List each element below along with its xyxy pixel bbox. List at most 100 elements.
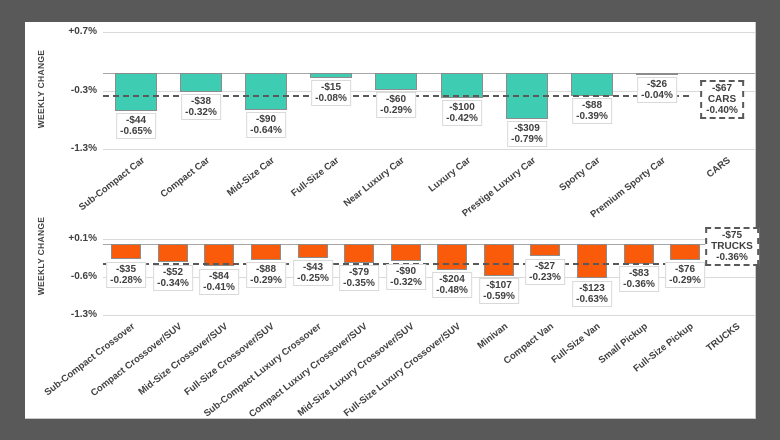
data-label-dollar: -$52: [162, 267, 183, 278]
y-axis-tick-label: -0.3%: [70, 85, 97, 96]
x-axis-label-trucks-13: TRUCKS: [704, 321, 743, 355]
zero-axis-line-trucks: [103, 244, 755, 245]
summary-box-cars: -$67 CARS -0.40%: [700, 80, 744, 119]
data-label-percent: -0.35%: [343, 278, 375, 289]
summary-percent: -0.36%: [716, 252, 748, 263]
data-label-trucks-0: -$35 -0.28%: [106, 262, 146, 288]
x-axis-label-trucks-8: Minivan: [475, 321, 510, 352]
data-label-percent: -0.65%: [120, 126, 152, 137]
data-label-dollar: -$35: [115, 264, 136, 275]
bar-trucks-6: [391, 244, 421, 261]
bar-trucks-2: [204, 244, 234, 266]
summary-dollar: -$75: [721, 230, 743, 241]
data-label-percent: -0.59%: [483, 291, 515, 302]
x-axis-label-trucks-3: Full-Size Crossover/SUV: [182, 321, 277, 398]
zero-axis-line-cars: [103, 73, 755, 74]
data-label-trucks-11: -$83 -0.36%: [619, 266, 659, 292]
data-label-percent: -0.29%: [250, 275, 282, 286]
bar-trucks-7: [437, 244, 467, 270]
data-label-dollar: -$123: [579, 283, 605, 294]
bar-trucks-3: [251, 244, 281, 260]
data-label-percent: -0.25%: [297, 273, 329, 284]
bar-trucks-0: [111, 244, 141, 259]
x-axis-label-trucks-9: Compact Van: [501, 321, 556, 367]
gridline-cars-2: [103, 149, 755, 150]
data-label-dollar: -$90: [255, 114, 276, 125]
data-label-percent: -0.36%: [623, 279, 655, 290]
bar-cars-7: [571, 73, 613, 96]
data-label-percent: -0.34%: [157, 278, 189, 289]
bar-cars-8: [636, 73, 678, 75]
data-label-percent: -0.29%: [669, 275, 701, 286]
data-label-trucks-6: -$90 -0.32%: [386, 264, 426, 290]
data-label-cars-6: -$309 -0.79%: [507, 121, 547, 147]
bar-trucks-8: [484, 244, 514, 276]
data-label-dollar: -$90: [395, 266, 416, 277]
data-label-dollar: -$38: [190, 96, 211, 107]
data-label-dollar: -$309: [514, 123, 540, 134]
x-axis-label-trucks-0: Sub-Compact Crossover: [42, 321, 137, 399]
data-label-dollar: -$204: [439, 274, 465, 285]
data-label-percent: -0.28%: [110, 275, 142, 286]
gridline-trucks-1: [103, 277, 755, 278]
y-axis-tick-label: +0.7%: [68, 26, 97, 37]
bar-cars-3: [310, 73, 352, 78]
data-label-percent: -0.23%: [529, 272, 561, 283]
y-axis-title-cars: WEEKLY CHANGE: [36, 49, 46, 129]
data-label-dollar: -$84: [208, 271, 229, 282]
data-label-percent: -0.32%: [390, 277, 422, 288]
data-label-dollar: -$88: [255, 264, 276, 275]
data-label-percent: -0.42%: [446, 113, 478, 124]
data-label-percent: -0.32%: [185, 107, 217, 118]
bar-trucks-12: [670, 244, 700, 260]
bar-trucks-9: [530, 244, 560, 256]
data-label-cars-3: -$15 -0.08%: [311, 80, 351, 106]
data-label-dollar: -$60: [385, 94, 406, 105]
summary-group: CARS: [707, 94, 737, 105]
bar-cars-2: [245, 73, 287, 110]
y-axis-tick-label: -1.3%: [70, 309, 97, 320]
bar-trucks-11: [624, 244, 654, 264]
data-label-dollar: -$100: [449, 102, 475, 113]
data-label-dollar: -$43: [302, 262, 323, 273]
data-label-dollar: -$79: [348, 267, 369, 278]
bar-trucks-1: [158, 244, 188, 262]
gridline-cars-0: [103, 32, 755, 33]
data-label-cars-1: -$38 -0.32%: [181, 94, 221, 120]
data-label-percent: -0.79%: [511, 134, 543, 145]
y-axis-tick-label: -0.6%: [70, 271, 97, 282]
data-label-percent: -0.39%: [576, 111, 608, 122]
bar-cars-0: [115, 73, 157, 111]
x-axis-label-trucks-1: Compact Crossover/SUV: [88, 321, 184, 399]
data-label-dollar: -$76: [674, 264, 695, 275]
data-label-trucks-7: -$204 -0.48%: [432, 272, 472, 298]
data-label-cars-2: -$90 -0.64%: [246, 112, 286, 138]
data-label-trucks-4: -$43 -0.25%: [293, 260, 333, 286]
x-axis-label-cars-3: Full-Size Car: [289, 155, 342, 200]
chart-panel: WEEKLY CHANGE +0.7% -0.3% -1.3% -$44 -0.65% -$…: [25, 22, 759, 420]
data-label-percent: -0.63%: [576, 294, 608, 305]
data-label-dollar: -$83: [628, 268, 649, 279]
y-axis-title-trucks: WEEKLY CHANGE: [36, 216, 46, 296]
data-label-trucks-8: -$107 -0.59%: [479, 278, 519, 304]
data-label-percent: -0.64%: [250, 125, 282, 136]
bar-trucks-4: [298, 244, 328, 258]
x-axis-label-cars-1: Compact Car: [158, 155, 212, 201]
data-label-percent: -0.04%: [641, 90, 673, 101]
data-label-dollar: -$26: [646, 79, 667, 90]
gridline-trucks-0: [103, 239, 755, 240]
summary-box-trucks: -$75 TRUCKS -0.36%: [705, 227, 759, 266]
x-axis-label-cars-5: Luxury Car: [426, 155, 473, 195]
bar-cars-1: [180, 73, 222, 92]
data-label-dollar: -$27: [534, 261, 555, 272]
data-label-trucks-10: -$123 -0.63%: [572, 281, 612, 307]
x-axis-label-cars-9: CARS: [704, 155, 733, 181]
data-label-trucks-3: -$88 -0.29%: [246, 262, 286, 288]
x-axis-label-cars-7: Sporty Car: [557, 155, 603, 194]
data-label-dollar: -$107: [486, 280, 512, 291]
data-label-trucks-2: -$84 -0.41%: [199, 269, 239, 295]
gridline-trucks-2: [103, 315, 755, 316]
data-label-trucks-5: -$79 -0.35%: [339, 265, 379, 291]
data-label-percent: -0.08%: [315, 93, 347, 104]
data-label-cars-4: -$60 -0.29%: [376, 92, 416, 118]
